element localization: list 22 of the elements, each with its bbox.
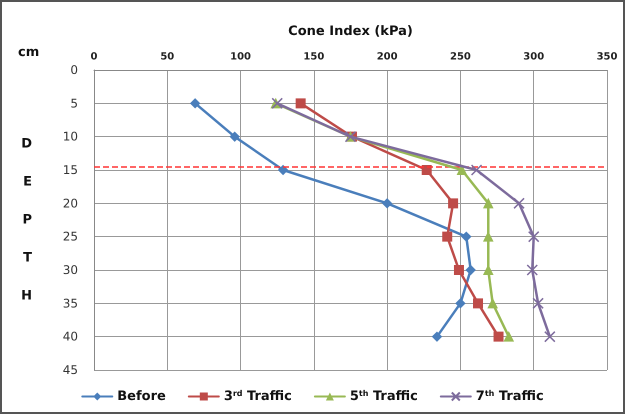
y-tick-label: 35 (62, 296, 78, 310)
x-tick-label: 50 (160, 52, 174, 62)
text: cm (18, 45, 40, 60)
x-tick-label: 250 (450, 52, 471, 62)
y-tick-label: 30 (62, 263, 78, 277)
y-tick-label: 40 (62, 330, 78, 344)
y-tick-label: 15 (62, 163, 78, 177)
y-tick-label: 5 (70, 96, 78, 110)
x-tick-label: 350 (596, 52, 618, 62)
text: DEPTH (21, 136, 32, 304)
y-tick-label: 45 (62, 363, 78, 377)
legend-label: Before (117, 389, 166, 404)
x-tick-label: 150 (303, 52, 324, 62)
x-axis-title: Cone Index (kPa) (288, 24, 413, 39)
y-tick-label: 0 (70, 63, 78, 77)
x-tick-label: 300 (523, 52, 544, 62)
x-tick-label: 200 (376, 52, 398, 62)
y-tick-label: 20 (62, 196, 78, 210)
x-tick-label: 0 (90, 52, 98, 62)
x-tick-label: 100 (230, 52, 252, 62)
y-tick-label: 10 (62, 130, 78, 144)
y-tick-label: 25 (62, 230, 78, 244)
